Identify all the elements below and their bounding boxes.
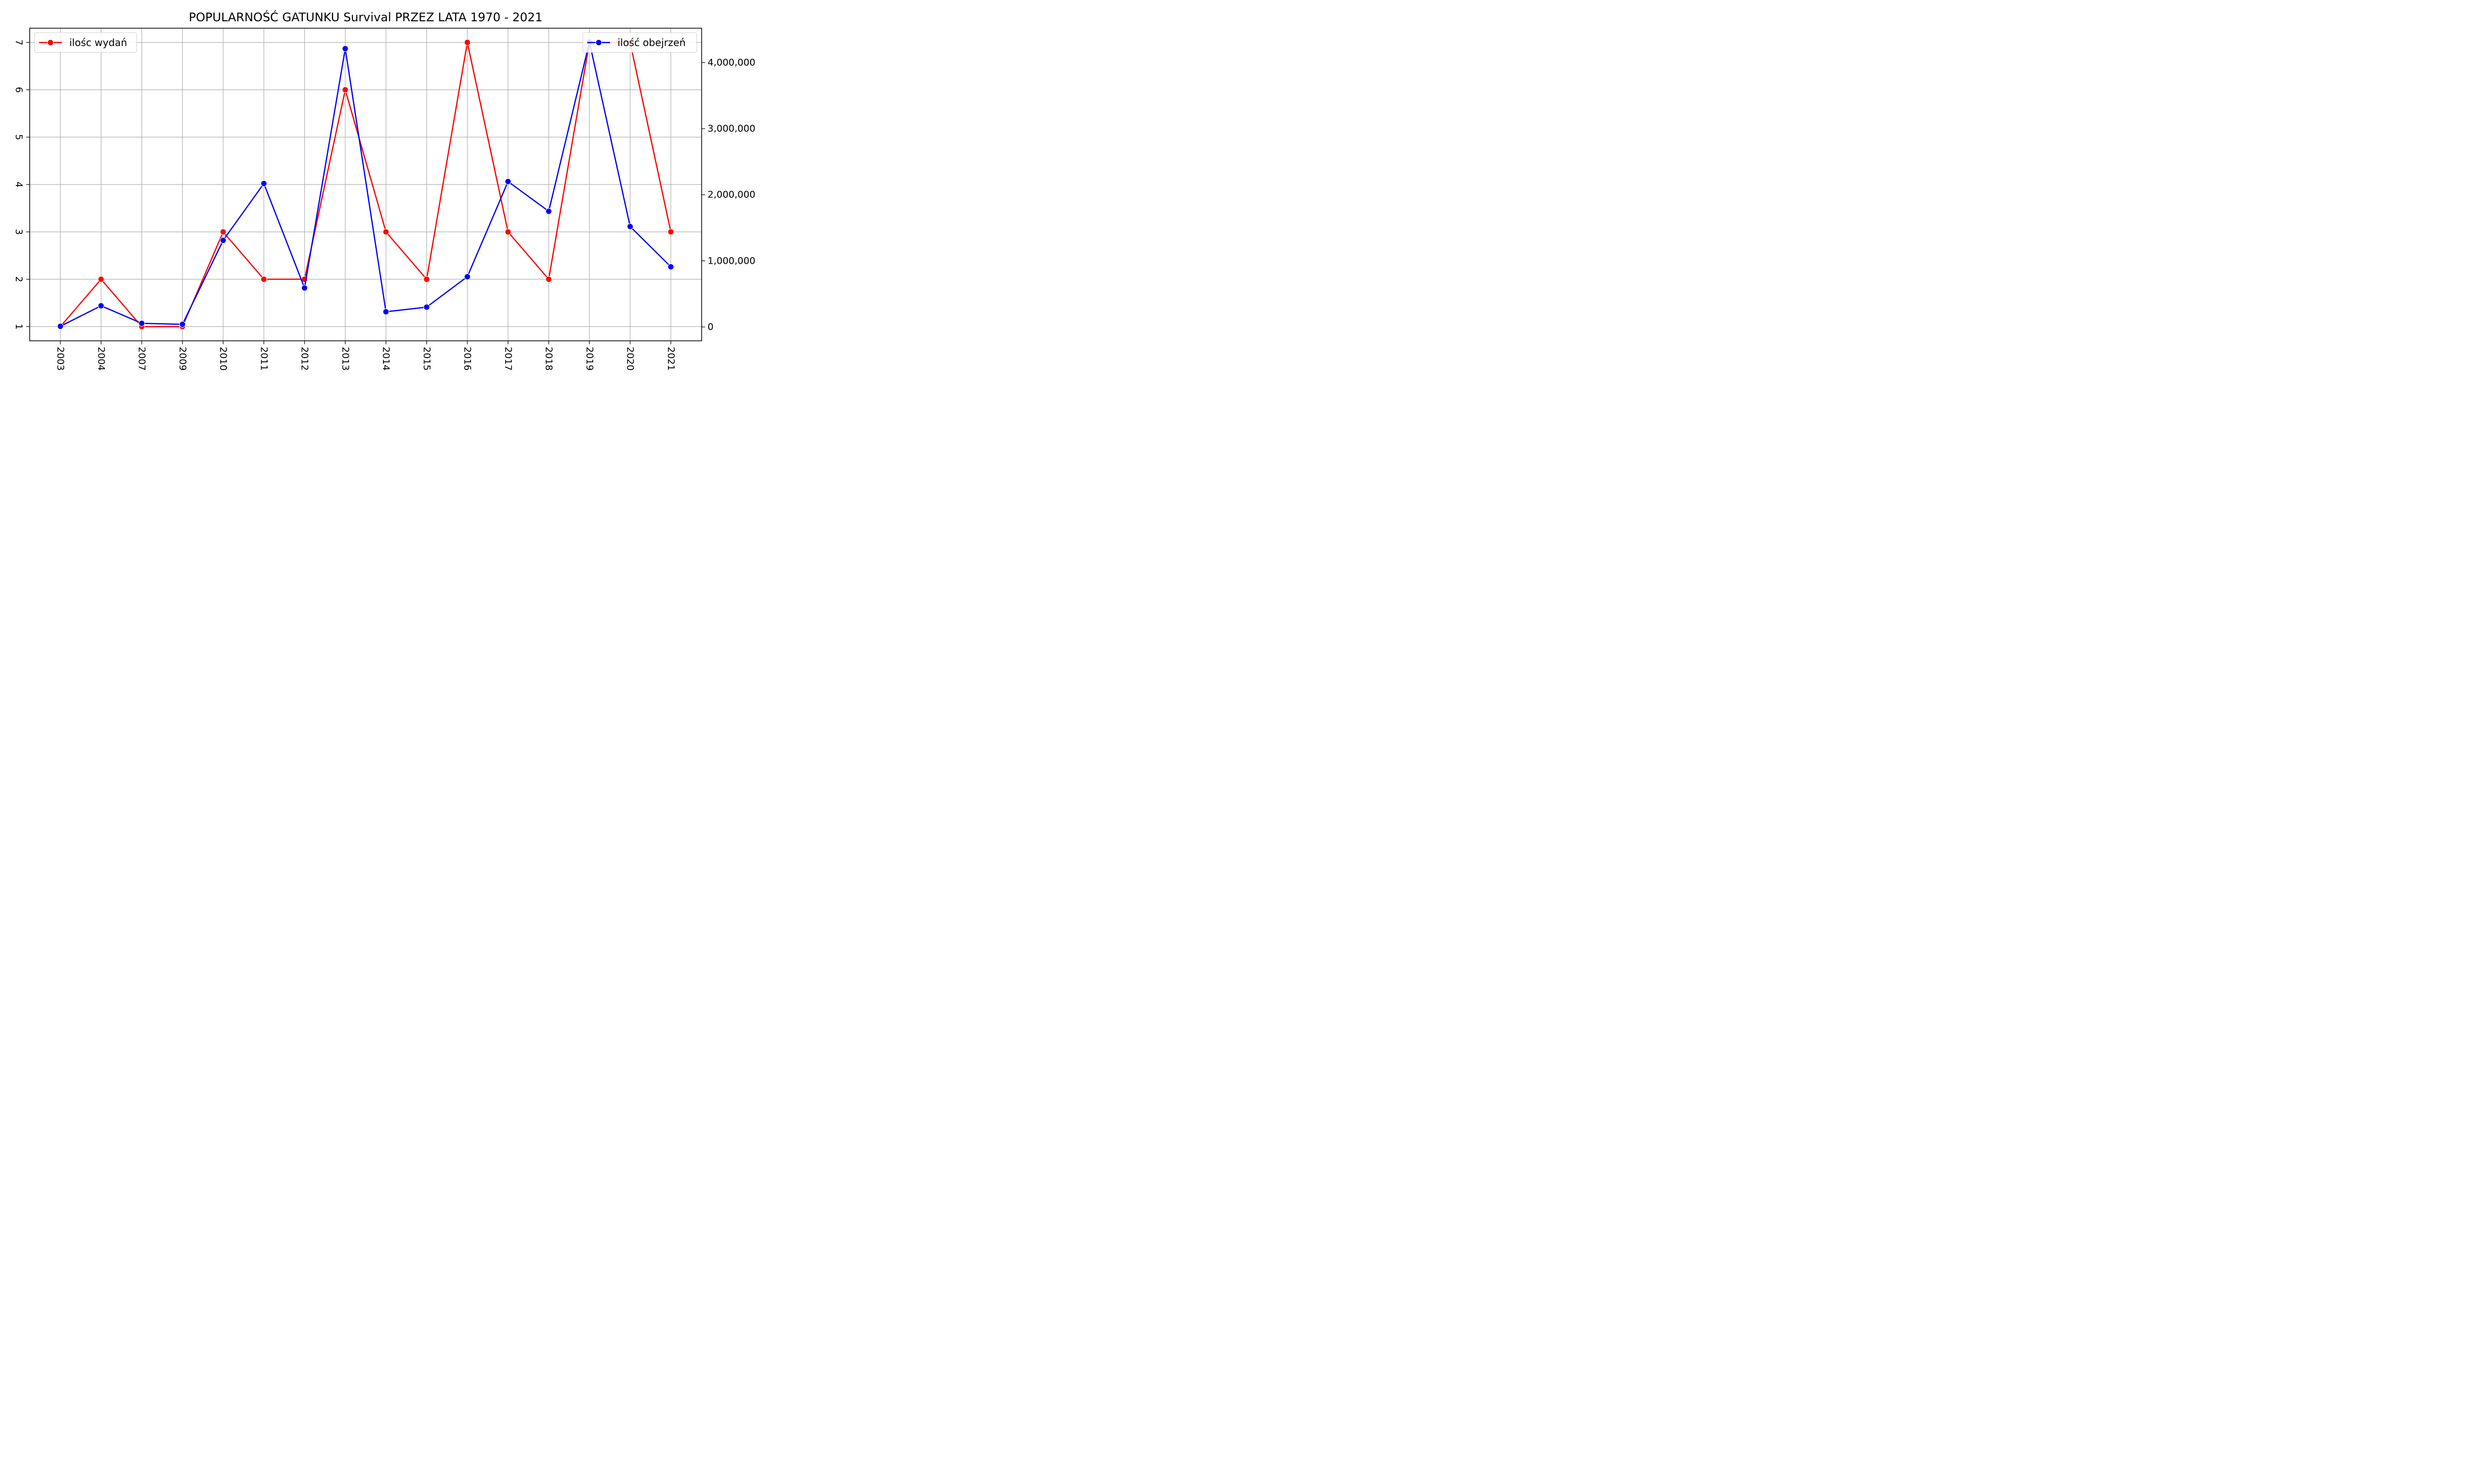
legend-right-label: ilość obejrzeń: [618, 37, 686, 48]
y-left-tick-label: 2: [13, 276, 24, 282]
x-tick-label: 2003: [55, 347, 66, 371]
series-0-point: [505, 229, 512, 235]
x-tick-label: 2018: [543, 347, 554, 371]
series-1-point: [97, 302, 104, 309]
x-tick-label: 2014: [381, 347, 391, 371]
series-0-point: [220, 229, 227, 235]
y-right-tick-label: 2,000,000: [708, 189, 756, 200]
x-tick-label: 2021: [666, 347, 676, 371]
x-tick-label: 2007: [137, 347, 147, 371]
legend-left-marker: [47, 39, 54, 46]
series-1-point: [505, 178, 512, 185]
x-axis: 2003 2004 2007 2009 2010 2011 2012 2013 2014 2015…: [55, 341, 676, 371]
legend-right-marker: [595, 39, 602, 46]
legend-left: ilośc wydań: [34, 32, 137, 53]
legend-left-box: [34, 32, 137, 53]
series-0-point: [342, 86, 349, 93]
right-axis: 0 1,000,000 2,000,000 3,000,000 4,000,000: [702, 57, 756, 332]
legend-left-label: ilośc wydań: [69, 37, 127, 48]
x-tick-label: 2016: [462, 347, 473, 371]
series-1-point: [301, 284, 308, 291]
legend-right-box: [582, 32, 697, 53]
series-1-point: [382, 308, 389, 315]
grid: [30, 28, 702, 341]
series-1-point: [220, 237, 227, 244]
series-0-point: [382, 229, 389, 235]
x-tick-label: 2009: [177, 347, 188, 371]
legend-right: ilość obejrzeń: [582, 32, 697, 53]
series-1-point: [139, 320, 145, 327]
series-0-point: [423, 276, 430, 283]
y-right-tick-label: 1,000,000: [708, 255, 756, 266]
y-right-tick-label: 3,000,000: [708, 123, 756, 134]
y-left-tick-label: 1: [13, 324, 24, 329]
series-1-point: [342, 45, 349, 52]
chart-title: POPULARNOŚĆ GATUNKU Survival PRZEZ LATA …: [189, 9, 542, 24]
series-1-point: [627, 223, 633, 230]
x-tick-label: 2013: [340, 347, 351, 371]
y-left-tick-label: 3: [13, 229, 24, 235]
series-1-point: [57, 323, 64, 330]
left-axis: 1 2 3 4 5 6 7: [13, 40, 30, 329]
series-0-point: [667, 229, 674, 235]
x-tick-label: 2011: [258, 347, 269, 371]
series-1-point: [179, 321, 186, 328]
series-1-point: [464, 273, 471, 280]
series-1-point: [545, 208, 552, 215]
x-tick-label: 2012: [299, 347, 310, 371]
series-0-point: [464, 39, 471, 46]
series-line-0: [60, 42, 671, 327]
series-1-point: [260, 180, 267, 187]
series-layer: [57, 39, 674, 330]
series-1-point: [667, 263, 674, 270]
x-tick-label: 2010: [218, 347, 229, 371]
y-left-tick-label: 4: [13, 182, 24, 187]
x-tick-label: 2017: [503, 347, 514, 371]
series-1-point: [423, 304, 430, 311]
y-left-tick-label: 6: [13, 87, 24, 93]
x-tick-label: 2015: [421, 347, 432, 371]
series-0-point: [260, 276, 267, 283]
x-tick-label: 2020: [625, 347, 636, 371]
series-0-point: [545, 276, 552, 283]
series-0-point: [97, 276, 104, 283]
x-tick-label: 2019: [584, 347, 595, 371]
y-right-tick-label: 0: [708, 322, 714, 332]
series-line-1: [60, 41, 671, 327]
x-tick-label: 2004: [95, 347, 106, 371]
y-left-tick-label: 7: [13, 40, 24, 46]
y-left-tick-label: 5: [13, 134, 24, 140]
y-right-tick-label: 4,000,000: [708, 57, 756, 68]
chart: POPULARNOŚĆ GATUNKU Survival PRZEZ LATA …: [0, 0, 772, 386]
